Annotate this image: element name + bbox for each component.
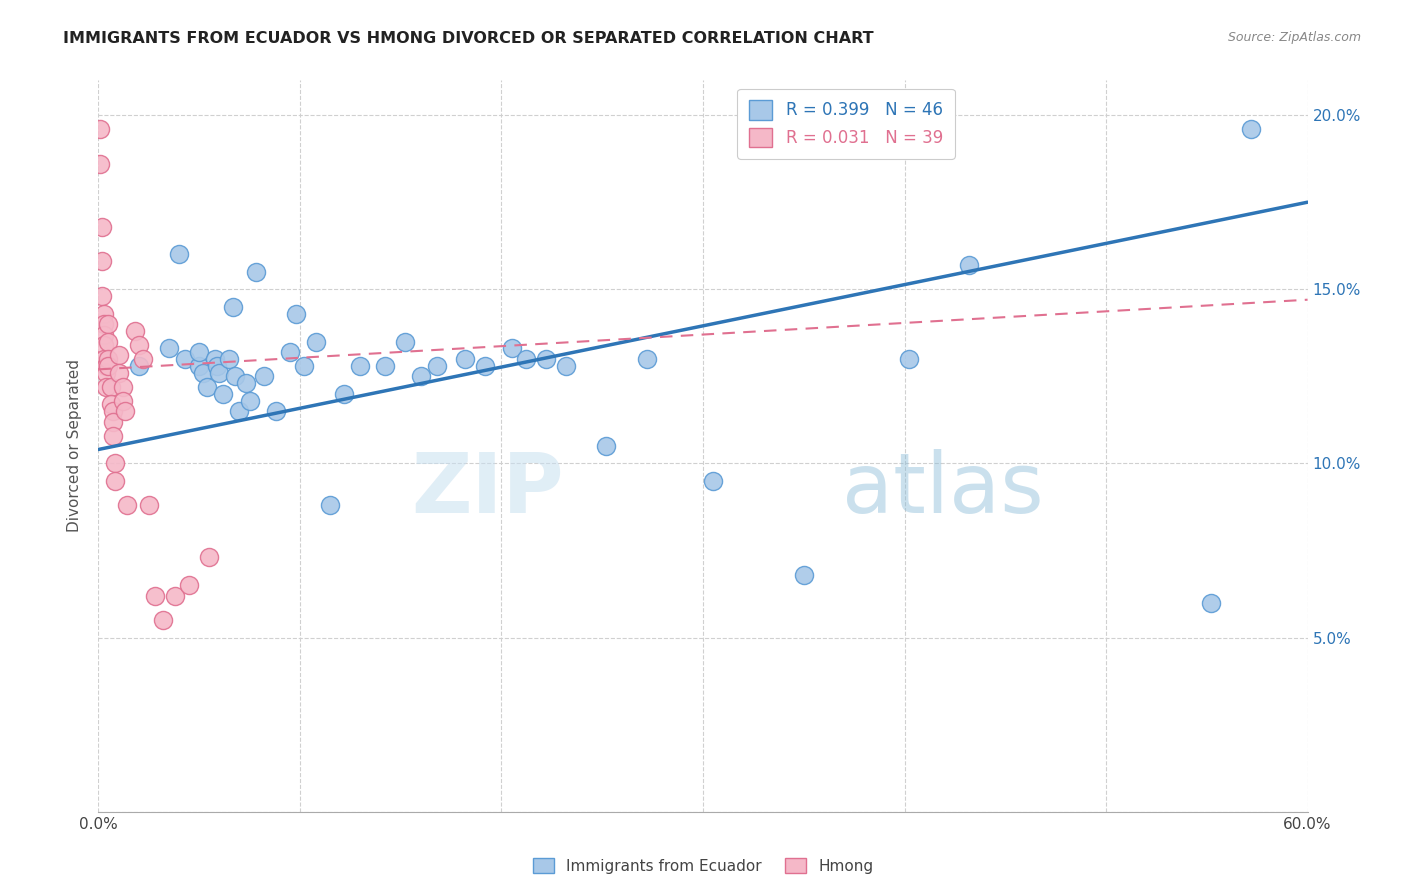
Point xyxy=(218,351,240,366)
Point xyxy=(207,359,229,373)
Point xyxy=(101,415,124,429)
Point xyxy=(157,342,180,356)
Point xyxy=(228,404,250,418)
Point xyxy=(132,351,155,366)
Point xyxy=(897,351,920,366)
Point xyxy=(224,369,246,384)
Point xyxy=(319,498,342,512)
Point xyxy=(374,359,396,373)
Point xyxy=(1240,122,1263,136)
Point xyxy=(474,359,496,373)
Point xyxy=(501,342,523,356)
Point xyxy=(188,359,211,373)
Point xyxy=(793,567,815,582)
Point xyxy=(534,351,557,366)
Point xyxy=(208,366,231,380)
Point xyxy=(101,404,124,418)
Point xyxy=(167,247,190,261)
Point xyxy=(193,366,215,380)
Point xyxy=(91,219,114,234)
Point xyxy=(264,404,287,418)
Point xyxy=(239,393,262,408)
Point xyxy=(111,393,134,408)
Point xyxy=(245,265,267,279)
Point xyxy=(97,359,120,373)
Point xyxy=(96,366,118,380)
Point xyxy=(96,359,118,373)
Point xyxy=(97,334,120,349)
Point xyxy=(179,578,201,592)
Point xyxy=(222,300,245,314)
Point xyxy=(143,589,166,603)
Point xyxy=(100,397,122,411)
Point xyxy=(97,317,120,331)
Point xyxy=(91,254,114,268)
Point xyxy=(636,351,658,366)
Point xyxy=(111,380,134,394)
Point xyxy=(198,550,221,565)
Point xyxy=(235,376,257,391)
Point xyxy=(128,338,150,352)
Point xyxy=(174,351,197,366)
Point xyxy=(1199,596,1222,610)
Point xyxy=(454,351,477,366)
Point xyxy=(292,359,315,373)
Point xyxy=(114,404,136,418)
Point xyxy=(515,351,537,366)
Text: Source: ZipAtlas.com: Source: ZipAtlas.com xyxy=(1227,31,1361,45)
Point xyxy=(97,351,120,366)
Point xyxy=(103,457,125,471)
Point xyxy=(93,317,115,331)
Point xyxy=(96,380,118,394)
Point xyxy=(409,369,432,384)
Point xyxy=(163,589,186,603)
Point xyxy=(93,351,115,366)
Point xyxy=(124,324,146,338)
Point xyxy=(394,334,416,349)
Point xyxy=(128,359,150,373)
Legend: Immigrants from Ecuador, Hmong: Immigrants from Ecuador, Hmong xyxy=(526,852,880,880)
Point xyxy=(284,307,307,321)
Point xyxy=(152,613,174,627)
Point xyxy=(89,157,111,171)
Point xyxy=(195,380,218,394)
Point xyxy=(100,380,122,394)
Point xyxy=(107,366,129,380)
Point xyxy=(188,345,211,359)
Legend: R = 0.399   N = 46, R = 0.031   N = 39: R = 0.399 N = 46, R = 0.031 N = 39 xyxy=(737,88,955,159)
Point xyxy=(89,122,111,136)
Point xyxy=(93,327,115,342)
Point xyxy=(101,428,124,442)
Point xyxy=(107,348,129,362)
Point xyxy=(305,334,328,349)
Point xyxy=(93,338,115,352)
Point xyxy=(204,351,226,366)
Point xyxy=(138,498,160,512)
Text: atlas: atlas xyxy=(842,450,1043,531)
Point xyxy=(702,474,724,488)
Point xyxy=(115,498,138,512)
Point xyxy=(333,386,356,401)
Text: ZIP: ZIP xyxy=(412,450,564,531)
Point xyxy=(212,386,235,401)
Point xyxy=(426,359,449,373)
Text: IMMIGRANTS FROM ECUADOR VS HMONG DIVORCED OR SEPARATED CORRELATION CHART: IMMIGRANTS FROM ECUADOR VS HMONG DIVORCE… xyxy=(63,31,875,46)
Point xyxy=(555,359,578,373)
Point xyxy=(103,474,125,488)
Point xyxy=(595,439,617,453)
Point xyxy=(253,369,276,384)
Point xyxy=(91,289,114,303)
Y-axis label: Divorced or Separated: Divorced or Separated xyxy=(67,359,83,533)
Point xyxy=(278,345,301,359)
Point xyxy=(957,258,980,272)
Point xyxy=(93,307,115,321)
Point xyxy=(349,359,371,373)
